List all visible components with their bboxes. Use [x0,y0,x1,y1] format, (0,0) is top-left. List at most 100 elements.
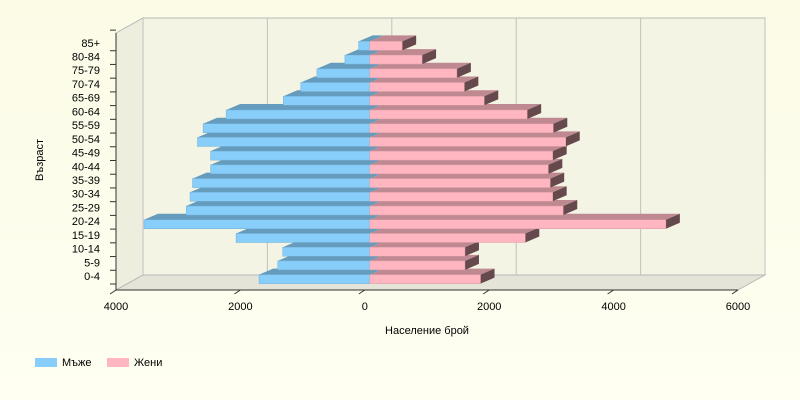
legend-swatch [35,358,57,367]
x-axis-title: Население брой [385,325,469,337]
bar-front [369,41,403,51]
bar-front [202,123,371,133]
bar [197,131,384,147]
bar [369,62,471,79]
bar-front [369,150,553,161]
bar-side [550,172,565,188]
bar [143,213,384,229]
x-tick-label: 2000 [228,301,252,313]
tick-mark [358,289,366,295]
bar [369,103,542,120]
bar-front [369,109,528,120]
bar-front [369,233,526,243]
bar-front [369,96,485,106]
y-tick-label: 65-69 [72,93,100,105]
bar-side [548,158,563,174]
bar-side [456,62,471,78]
bar-front [225,109,371,120]
bar-side [402,35,417,51]
y-tick-label: 50-54 [72,134,100,146]
bar-side [553,117,568,133]
bar-front [369,274,481,284]
bar-front [210,150,371,161]
x-tick-label: 4000 [104,301,128,313]
bar-top [369,35,417,42]
bar [369,172,565,188]
y-tick-label: 85+ [81,38,100,50]
y-tick-label: 20-24 [72,216,100,228]
bar-top [358,35,384,42]
bar-front [369,192,553,202]
bar-front [189,192,371,202]
bar-front [210,164,371,175]
bar-front [358,41,371,51]
y-tick-label: 35-39 [72,175,100,187]
bar-side [464,254,479,270]
bar [277,254,384,271]
bar-front [369,123,554,133]
bar-front [369,68,458,79]
y-tick-label: 75-79 [72,65,100,77]
bar [235,227,384,243]
x-tick-label: 6000 [726,301,750,313]
y-tick-label: 25-29 [72,202,100,214]
bar [369,90,499,106]
bar-side [552,186,567,202]
bar [210,145,384,161]
bar [369,35,417,51]
bar-front [369,219,667,229]
bar [369,268,495,284]
bar-front [369,164,549,175]
bar-side [525,227,540,243]
legend-label: Жени [134,357,162,369]
bar-front [143,219,371,229]
bar-front [369,205,564,216]
bar-side [484,90,499,106]
bar [369,49,437,65]
bar-front [369,260,466,271]
y-tick-label: 45-49 [72,148,100,160]
bar [369,227,540,243]
bar-side [527,103,542,119]
left-wall [115,17,144,291]
bar-side [665,213,680,229]
tick-mark [482,289,490,295]
bar [369,158,563,175]
bar-front [186,205,371,216]
bar [369,145,567,161]
y-tick-label: 60-64 [72,106,100,118]
bar-front [283,96,371,106]
bar-front [369,246,466,257]
y-tick-label: 40-44 [72,161,100,173]
bar-front [344,54,371,65]
bar-side [565,131,580,147]
bar [192,172,384,188]
bar [225,103,384,120]
bar-front [192,178,371,188]
bar [258,268,384,284]
y-tick-label: 5-9 [84,257,100,269]
tick-mark [607,289,614,295]
bar-front [258,274,371,284]
bar [210,158,384,175]
tick-mark [234,289,241,295]
bar-front [197,137,371,147]
bar-front [277,260,371,271]
y-axis-title: Възраст [34,139,46,181]
bar-side [552,145,567,161]
y-tick-label: 80-84 [72,51,100,63]
bar-front [369,82,465,92]
bar-front [369,137,566,147]
bar [369,254,479,271]
bar [369,131,580,147]
bar-front [369,54,423,65]
y-tick-label: 30-34 [72,189,100,201]
bar-front [300,82,371,92]
y-tick-label: 0-4 [84,271,100,283]
bar [369,117,568,133]
bar-front [235,233,371,243]
bar [369,241,479,257]
bar [369,213,680,229]
bar-side [464,76,479,92]
